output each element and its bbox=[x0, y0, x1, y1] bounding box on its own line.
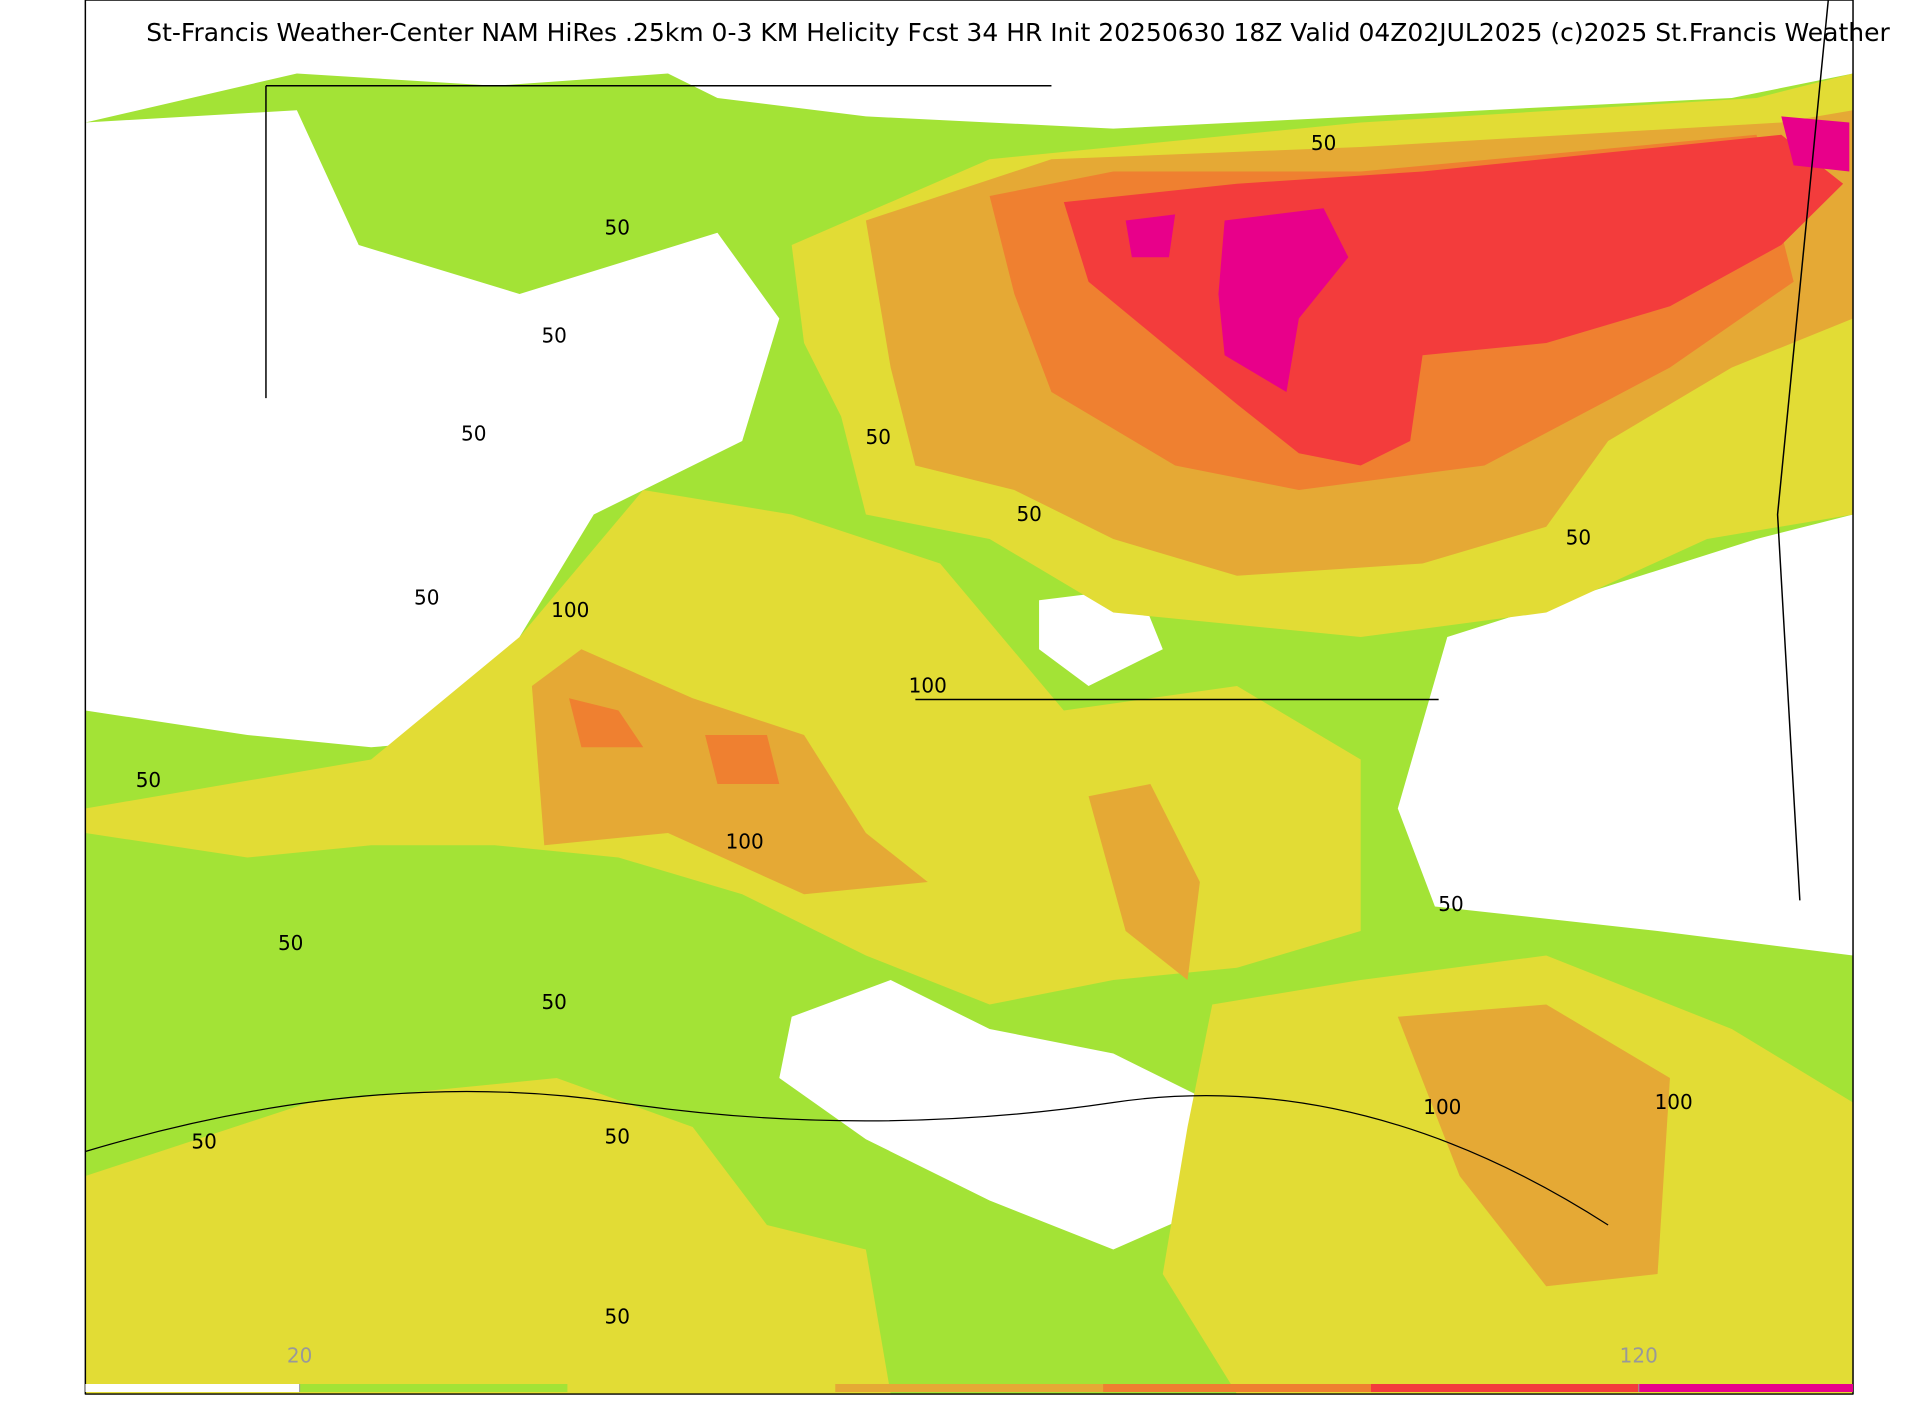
borders bbox=[85, 0, 1830, 1226]
colorbar-segment bbox=[1103, 1384, 1371, 1392]
contour-labels: 50 50 50 50 50 50 50 50 100 100 50 100 50 50 50 100 100 5… bbox=[136, 131, 1693, 1329]
colorbar-segment bbox=[567, 1384, 836, 1392]
colorbar: 20 120 bbox=[85, 1344, 1854, 1392]
contour-label: 50 bbox=[541, 990, 566, 1014]
contour-label: 50 bbox=[278, 931, 303, 955]
contour-label: 50 bbox=[605, 216, 630, 240]
contour-label: 50 bbox=[1438, 892, 1463, 916]
contour-label: 50 bbox=[605, 1125, 630, 1149]
contour-label: 50 bbox=[541, 323, 566, 347]
contour-label: 50 bbox=[605, 1305, 630, 1329]
map-layer bbox=[84, 0, 1854, 1395]
contour-label: 50 bbox=[414, 586, 439, 610]
map-frame bbox=[84, 0, 1854, 1395]
colorbar-tick-label: 120 bbox=[1620, 1344, 1658, 1368]
colorbar-segment bbox=[85, 1384, 300, 1392]
colorbar-segment bbox=[299, 1384, 568, 1392]
colorbar-segment bbox=[1370, 1384, 1639, 1392]
contour-label: 100 bbox=[909, 674, 947, 698]
contour-label: 50 bbox=[136, 768, 161, 792]
contour-label: 50 bbox=[866, 425, 891, 449]
contour-label: 50 bbox=[1566, 526, 1591, 550]
contour-label: 50 bbox=[1016, 502, 1041, 526]
contour-label: 100 bbox=[551, 598, 589, 622]
colorbar-segment bbox=[1638, 1384, 1854, 1392]
contour-label: 50 bbox=[1311, 131, 1336, 155]
low-helicity-areas bbox=[85, 0, 1854, 1250]
extreme-helicity-areas bbox=[1125, 116, 1850, 392]
contour-label: 100 bbox=[726, 829, 764, 853]
contour-label: 100 bbox=[1423, 1095, 1461, 1119]
contour-label: 50 bbox=[461, 421, 486, 445]
map-title: St-Francis Weather-Center NAM HiRes .25k… bbox=[146, 18, 1890, 47]
contour-label: 50 bbox=[191, 1129, 216, 1153]
colorbar-tick-label: 20 bbox=[287, 1344, 312, 1368]
contour-label: 100 bbox=[1655, 1090, 1693, 1114]
colorbar-segment bbox=[835, 1384, 1104, 1392]
